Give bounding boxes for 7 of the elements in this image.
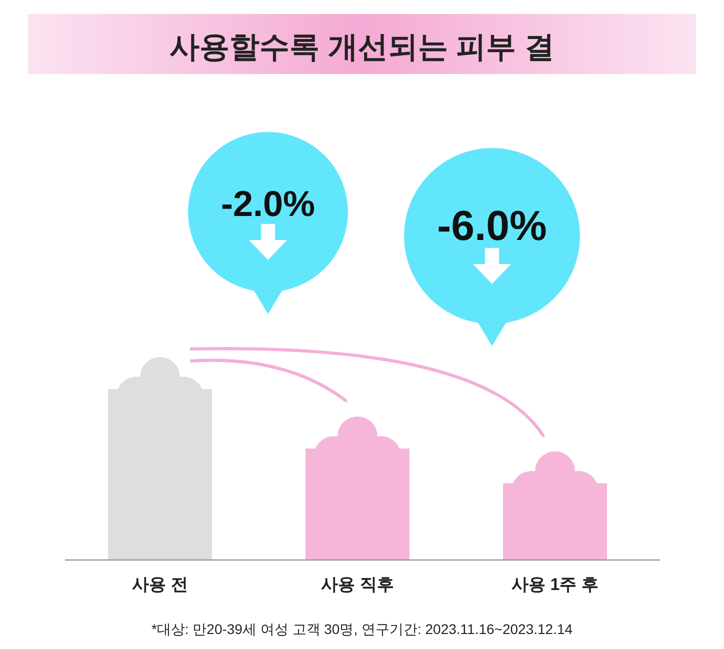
text: -2.0% xyxy=(220,183,316,224)
text: *대상: 만20-39세 여성 고객 30명, 연구기간: 2023.11.16~2023.12.14 xyxy=(151,621,573,637)
x-tick-label: 사용 직후 xyxy=(321,575,394,594)
x-tick-label: 사용 전 xyxy=(132,575,188,594)
text: -6.0% xyxy=(437,202,547,249)
x-tick-label: 사용 1주 후 xyxy=(512,575,598,594)
chart-title: 사용할수록 개선되는 피부 결 xyxy=(169,31,555,64)
